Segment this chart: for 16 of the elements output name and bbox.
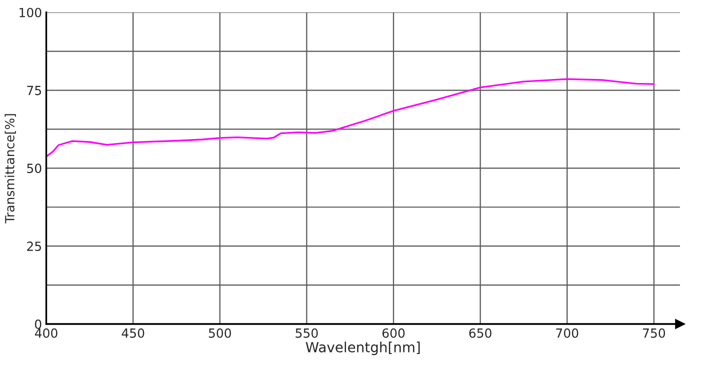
x-tick-label: 650: [469, 328, 492, 338]
x-tick-label: 700: [556, 328, 578, 338]
y-tick-label: 100: [20, 8, 42, 18]
y-tick-label: 75: [27, 86, 42, 96]
y-tick-label: 0: [34, 319, 42, 329]
x-tick-label: 500: [208, 328, 231, 338]
x-axis-title: Wavelentgh[nm]: [306, 342, 420, 356]
y-tick-label: 50: [27, 164, 42, 174]
x-tick-label: 600: [382, 328, 405, 338]
x-tick-label: 550: [296, 328, 318, 338]
y-tick-label: 25: [27, 242, 42, 252]
line-series: [46, 78, 655, 158]
y-axis-title: Transmittance[%]: [4, 114, 16, 224]
x-tick-label: 400: [34, 328, 58, 338]
x-tick-label: 450: [122, 328, 144, 338]
x-tick-label: 750: [643, 328, 666, 338]
